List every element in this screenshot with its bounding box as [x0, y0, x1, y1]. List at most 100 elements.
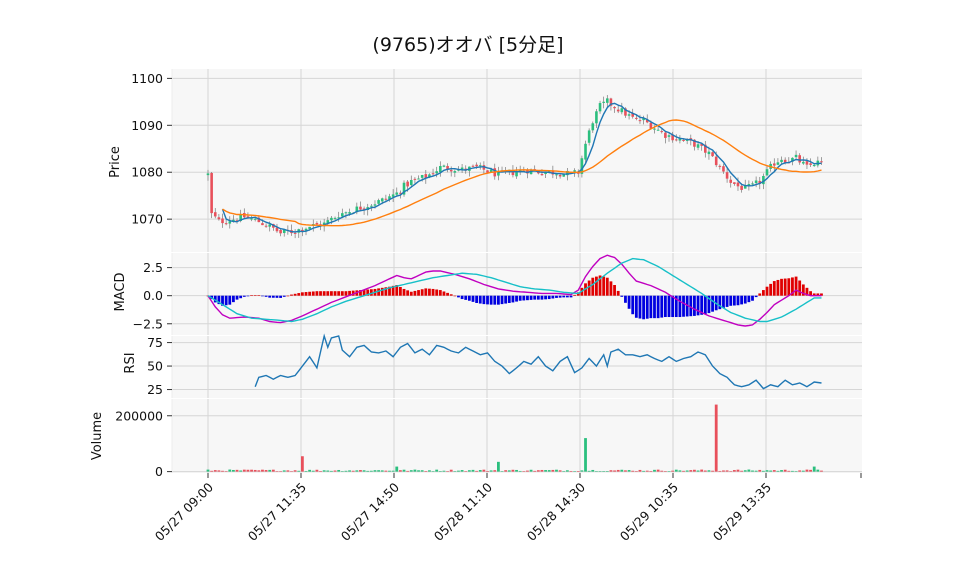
macd-histogram-bar	[613, 285, 616, 296]
volume-bar	[693, 469, 696, 472]
candle-body	[391, 194, 395, 197]
macd-histogram-bar	[736, 295, 740, 306]
volume-bar	[304, 470, 308, 472]
candle-body	[562, 173, 566, 177]
candle-body	[213, 212, 217, 217]
volume-bar	[417, 470, 420, 472]
volume-bar	[736, 469, 740, 472]
volume-bar	[511, 469, 515, 472]
volume-bar	[565, 470, 569, 472]
x-tick-label: 05/28 11:10	[431, 479, 495, 543]
volume-bar	[634, 471, 638, 472]
candle-body	[627, 114, 631, 116]
candle-body	[217, 217, 221, 220]
macd-histogram-bar	[344, 291, 348, 296]
macd-histogram-bar	[667, 295, 671, 318]
candle-body	[696, 144, 700, 148]
rsi-y-tick-label: 50	[147, 359, 163, 374]
macd-histogram-bar	[598, 275, 602, 296]
volume-bar	[264, 470, 268, 472]
macd-y-tick-label: 0.0	[143, 288, 163, 303]
candle-body	[558, 175, 562, 177]
volume-bar	[282, 470, 286, 472]
volume-bar	[507, 470, 511, 472]
macd-histogram-bar	[645, 295, 649, 319]
macd-histogram-bar	[805, 287, 809, 296]
volume-bar	[540, 469, 544, 472]
volume-bar	[689, 470, 693, 472]
macd-histogram-bar	[500, 295, 504, 305]
volume-bar	[620, 469, 624, 472]
price-y-tick-label: 1090	[131, 118, 163, 133]
candle-body	[424, 174, 428, 179]
candle-body	[409, 179, 413, 186]
volume-panel-bg	[172, 399, 862, 473]
candle-body	[747, 184, 751, 187]
candle-body	[809, 163, 812, 165]
candle-body	[776, 162, 780, 165]
price-axis-label: Price	[108, 146, 123, 178]
candle-body	[402, 182, 406, 195]
macd-histogram-bar	[475, 295, 479, 303]
macd-histogram-bar	[482, 295, 486, 305]
macd-histogram-bar	[402, 288, 406, 296]
volume-bar	[678, 470, 682, 472]
candle-body	[794, 154, 798, 158]
volume-bar	[725, 470, 729, 472]
volume-bar	[754, 470, 758, 472]
candle-body	[682, 139, 685, 141]
volume-bar	[758, 469, 762, 472]
macd-histogram-bar	[732, 295, 736, 306]
macd-histogram-bar	[682, 295, 685, 317]
candle-body	[431, 173, 435, 175]
macd-histogram-bar	[772, 281, 776, 296]
volume-bar	[536, 470, 540, 472]
volume-bar	[642, 470, 645, 472]
macd-histogram-bar	[507, 295, 511, 303]
volume-bar	[489, 470, 493, 472]
macd-histogram-bar	[348, 290, 351, 296]
macd-histogram-bar	[253, 295, 257, 296]
volume-bar	[420, 470, 424, 472]
macd-histogram-bar	[707, 295, 711, 314]
candle-body	[326, 220, 330, 224]
volume-bar	[718, 470, 722, 472]
volume-bar	[656, 469, 660, 472]
volume-bar	[384, 470, 388, 472]
volume-bar	[271, 469, 275, 472]
candle-body	[613, 106, 616, 109]
macd-histogram-bar	[453, 295, 457, 297]
macd-histogram-bar	[417, 290, 420, 296]
volume-bar	[682, 470, 685, 472]
volume-bar	[442, 470, 446, 472]
volume-bar	[413, 469, 417, 472]
macd-histogram-bar	[627, 295, 631, 309]
macd-histogram-bar	[464, 295, 468, 300]
candle-body	[754, 180, 758, 184]
macd-histogram-bar	[693, 295, 696, 316]
candle-body	[315, 223, 319, 225]
macd-line	[207, 254, 822, 327]
candle-body	[246, 216, 250, 218]
macd-histogram-bar	[486, 295, 489, 305]
volume-bar	[377, 470, 381, 472]
macd-histogram-bar	[663, 295, 667, 318]
macd-histogram-bar	[380, 287, 384, 296]
macd-histogram-bar	[497, 295, 500, 305]
macd-histogram-bar	[624, 295, 627, 303]
candle-body	[257, 217, 261, 223]
price-y-tick-label: 1100	[131, 71, 163, 86]
volume-bar	[366, 470, 370, 472]
macd-histogram-bar	[791, 277, 794, 296]
volume-bar	[206, 469, 210, 472]
volume-bar	[674, 469, 678, 472]
volume-bar	[395, 466, 399, 472]
candle-body	[268, 224, 272, 227]
candle-body	[645, 119, 649, 123]
candle-body	[275, 227, 279, 232]
candle-body	[584, 143, 587, 160]
macd-histogram-bar	[544, 295, 547, 300]
macd-histogram-bar	[282, 295, 286, 297]
macd-histogram-bar	[631, 295, 635, 315]
